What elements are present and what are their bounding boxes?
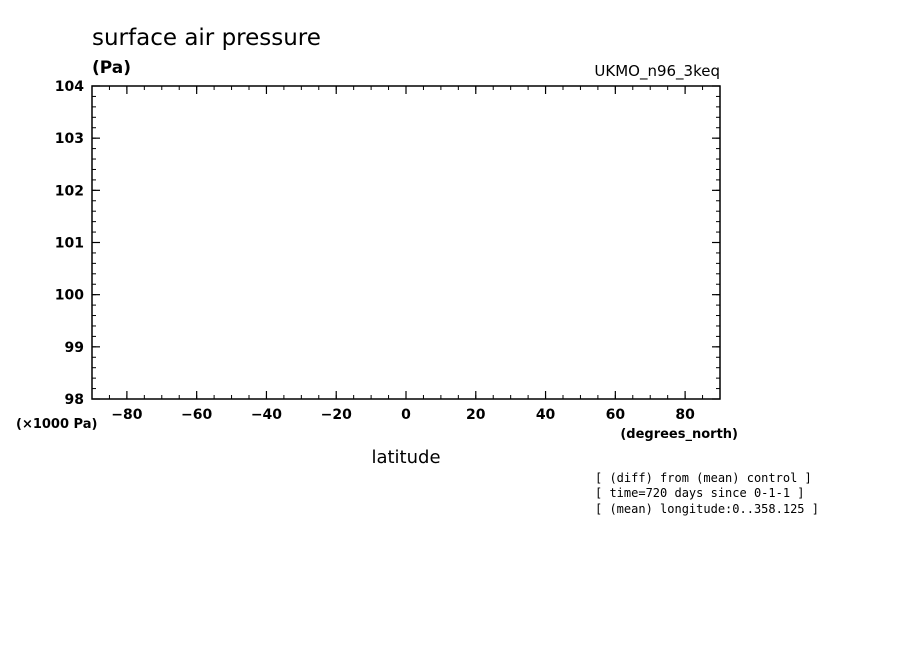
y-tick-label: 104 (55, 79, 84, 95)
x-axis: −80 −60 −40 −20 0 20 40 60 80 (111, 86, 695, 423)
chart-title: surface air pressure (92, 25, 321, 51)
x-tick-label: 0 (401, 407, 411, 423)
note-line: [ (mean) longitude:0..358.125 ] (595, 502, 819, 516)
model-label: UKMO_n96_3keq (594, 62, 720, 81)
x-axis-label: latitude (371, 447, 440, 468)
y-tick-label: 99 (65, 340, 84, 356)
x-tick-label: 40 (536, 407, 556, 423)
plot-frame (91, 85, 721, 400)
x-tick-label: −20 (321, 407, 352, 423)
y-tick-label: 102 (55, 183, 84, 199)
x-tick-label: −80 (111, 407, 142, 423)
units-label: (Pa) (92, 58, 131, 78)
x-tick-label: −60 (181, 407, 212, 423)
y-tick-label: 100 (55, 288, 84, 304)
note-line: [ time=720 days since 0-1-1 ] (595, 486, 805, 500)
y-scale-label: (×1000 Pa) (16, 417, 97, 432)
y-tick-label: 98 (65, 392, 84, 408)
minor-ticks (91, 85, 721, 400)
x-tick-label: −40 (251, 407, 282, 423)
y-tick-label: 101 (55, 236, 84, 252)
y-axis: 98 99 100 101 102 103 104 (55, 79, 720, 408)
x-tick-label: 80 (675, 407, 695, 423)
y-tick-label: 103 (55, 131, 84, 147)
note-line: [ (diff) from (mean) control ] (595, 471, 812, 485)
x-tick-label: 20 (466, 407, 486, 423)
x-unit-label: (degrees_north) (620, 427, 738, 442)
x-tick-label: 60 (606, 407, 626, 423)
